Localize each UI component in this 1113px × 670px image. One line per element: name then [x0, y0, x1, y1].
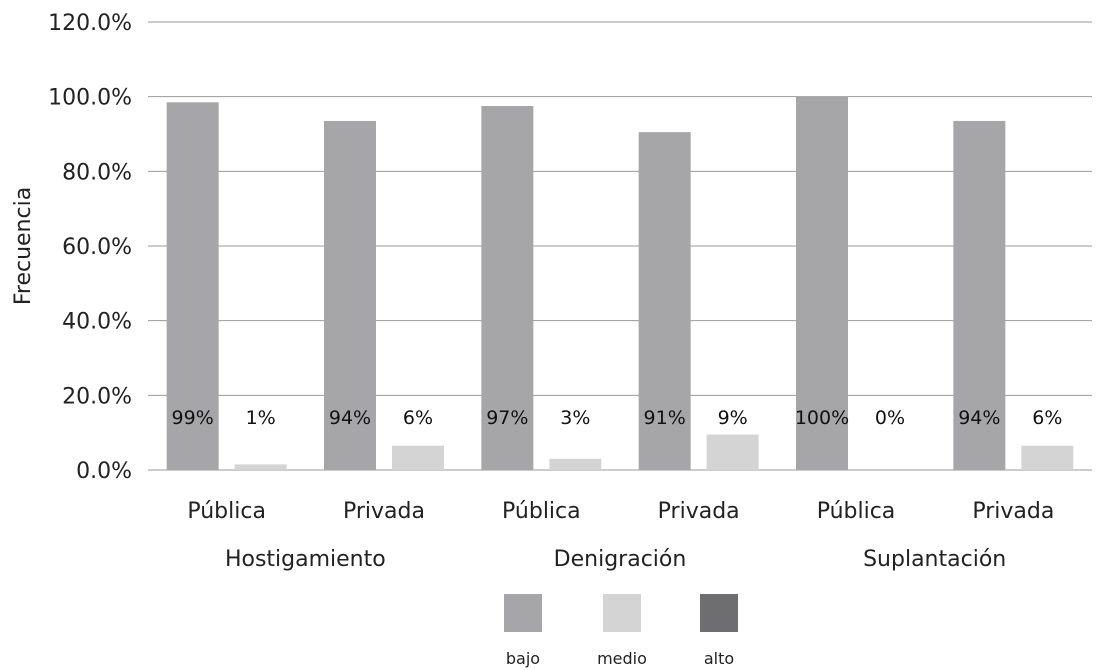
data-label: 6%: [403, 407, 433, 429]
y-tick-label: 0.0%: [76, 459, 132, 484]
bar-medio: [234, 464, 287, 470]
bar-bajo: [324, 120, 376, 470]
group-label: Hostigamiento: [225, 547, 386, 572]
data-label: 94%: [958, 407, 1000, 429]
legend-label: bajo: [506, 649, 540, 668]
group-label: Suplantación: [863, 547, 1006, 572]
group-label: Denigración: [554, 547, 687, 572]
bar-medio: [1021, 445, 1074, 470]
category-label: Privada: [658, 499, 740, 524]
data-label: 1%: [246, 407, 276, 429]
bar-medio: [392, 445, 444, 470]
data-label: 94%: [329, 407, 371, 429]
y-tick-label: 100.0%: [48, 86, 132, 111]
grid-layer: [148, 21, 1092, 471]
data-label: 97%: [486, 407, 528, 429]
data-label: 0%: [875, 407, 905, 429]
data-label: 100%: [795, 407, 849, 429]
bar-medio: [549, 458, 602, 470]
category-label: Pública: [187, 499, 266, 524]
legend-label: alto: [704, 649, 734, 668]
y-tick-label: 20.0%: [62, 384, 132, 409]
bar-medio: [706, 434, 759, 470]
legend-label: medio: [597, 649, 647, 668]
bar-bajo: [638, 132, 691, 470]
y-tick-label: 40.0%: [62, 310, 132, 335]
y-tick-label: 80.0%: [62, 160, 132, 185]
category-labels: Pública Privada Pública Privada Pública Priva…: [187, 499, 1054, 524]
category-label: Pública: [817, 499, 896, 524]
y-tick-label: 60.0%: [62, 235, 132, 260]
legend-swatch-alto: [700, 594, 738, 632]
data-label: 3%: [560, 407, 590, 429]
legend: bajo medio alto: [504, 594, 738, 668]
data-label: 6%: [1032, 407, 1062, 429]
y-tick-labels: 0.0% 20.0% 40.0% 60.0% 80.0% 100.0% 120.0%: [48, 11, 132, 484]
category-label: Pública: [502, 499, 581, 524]
data-label: 91%: [644, 407, 686, 429]
bars: [166, 96, 1074, 471]
data-label: 99%: [172, 407, 214, 429]
data-label: 9%: [718, 407, 748, 429]
data-labels: 99% 1% 94% 6% 97% 3% 91% 9% 100% 0% 94% 6%: [172, 407, 1063, 429]
legend-swatch-bajo: [504, 594, 542, 632]
bar-bajo: [481, 106, 534, 470]
bar-bajo: [166, 102, 219, 471]
y-tick-label: 120.0%: [48, 11, 132, 36]
category-label: Privada: [972, 499, 1054, 524]
bar-bajo: [953, 120, 1006, 470]
group-labels: Hostigamiento Denigración Suplantación: [225, 547, 1006, 572]
category-label: Privada: [343, 499, 425, 524]
legend-swatch-medio: [603, 594, 641, 632]
bar-bajo: [796, 96, 848, 471]
y-axis-label: Frecuencia: [11, 187, 36, 305]
